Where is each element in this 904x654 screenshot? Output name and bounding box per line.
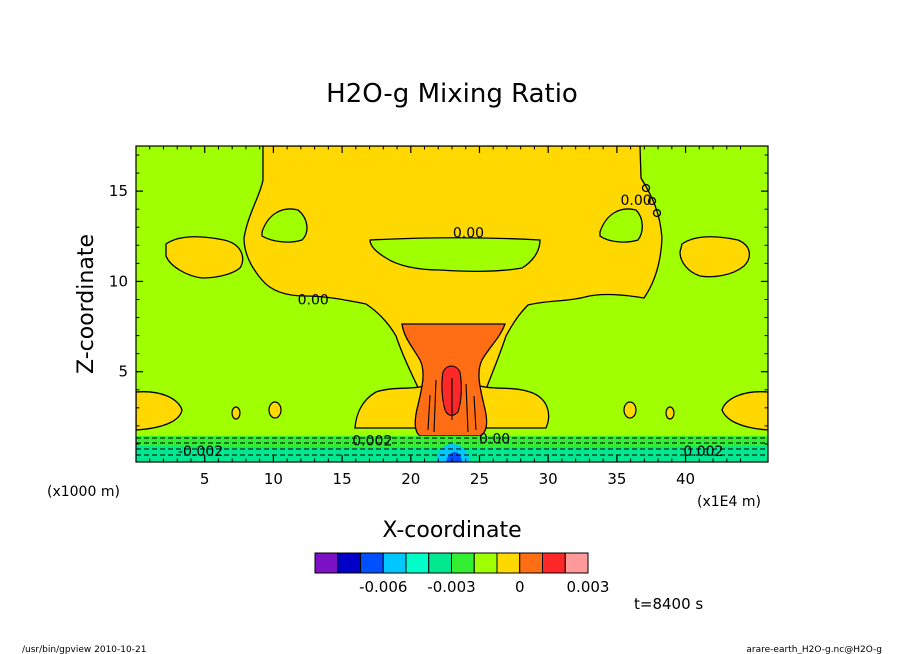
contour-label-2: 0.00: [479, 432, 510, 448]
colorbar-tick-label-2: 0: [515, 578, 525, 596]
contour-label-1: 0.002: [352, 433, 392, 449]
colorbar-tick-label-0: -0.006: [359, 578, 407, 596]
hole-center: [369, 237, 541, 272]
y-axis: 5 10 15: [109, 154, 768, 445]
x-tick-label-5: 30: [539, 470, 558, 488]
y-tick-label-0: 5: [118, 363, 128, 381]
colorbar-swatch-8: [496, 552, 521, 574]
x-tick-label-4: 25: [470, 470, 489, 488]
footer-left: /usr/bin/gpview 2010-10-21: [22, 645, 146, 654]
colorbar-swatch-11: [564, 552, 589, 574]
lower-moist-left: [136, 391, 183, 431]
contour-label-0: -0.002: [178, 444, 223, 460]
contour-labels: -0.002 0.002 0.00 0.002 0.00 0.00 0.00: [178, 193, 723, 460]
small-cell-2: [647, 196, 657, 206]
colorbar-tick-label-3: 0.003: [567, 578, 610, 596]
hole-right: [599, 208, 643, 243]
colorbar-swatch-1: [337, 552, 361, 574]
near-surface-green: [136, 436, 768, 448]
moist-cell-c: [623, 401, 637, 419]
colorbar-swatch-9: [519, 552, 543, 574]
colorbar-tick-label-1: -0.003: [427, 578, 475, 596]
colorbar-swatch-3: [382, 552, 407, 574]
contour-label-4: 0.00: [298, 292, 329, 308]
x-axis: 5 10 15 20 25 30 35 40: [149, 146, 742, 488]
colorbar-swatch-6: [451, 552, 475, 574]
colorbar-swatch-2: [360, 552, 384, 574]
time-label: t=8400 s: [634, 595, 703, 613]
x-tick-label-3: 20: [401, 470, 420, 488]
small-cell-1: [641, 183, 651, 193]
y-tick-label-2: 15: [109, 182, 128, 200]
colorbar-swatch-7: [473, 552, 498, 574]
contour-plot: [136, 146, 768, 462]
contour-label-5: 0.00: [453, 226, 484, 242]
x-unit-left: (x1000 m): [47, 484, 120, 500]
right-lobe: [679, 236, 750, 278]
x-tick-label-2: 15: [333, 470, 352, 488]
colorbar-swatch-10: [542, 552, 566, 574]
left-lobe: [165, 236, 244, 279]
moist-cell-d: [665, 406, 675, 420]
hole-left: [261, 208, 308, 243]
y-tick-label-1: 10: [109, 272, 128, 290]
footer-right: arare-earth_H2O-g.nc@H2O-g: [746, 645, 882, 654]
colorbar: -0.006 -0.003 0 0.003: [314, 552, 610, 596]
x-tick-label-7: 40: [676, 470, 695, 488]
y-axis-label: Z-coordinate: [74, 234, 99, 374]
x-tick-label-1: 10: [264, 470, 283, 488]
colorbar-swatch-4: [405, 552, 430, 574]
contour-label-6: 0.00: [621, 193, 652, 209]
chart-title: H2O-g Mixing Ratio: [326, 79, 578, 109]
colorbar-swatch-5: [428, 552, 452, 574]
near-surface-dashes: [136, 437, 768, 456]
lower-moist-right: [721, 391, 768, 431]
contour-label-3: 0.002: [683, 444, 723, 460]
core-contours: [427, 378, 477, 433]
moist-cell-b: [268, 401, 282, 419]
small-cell-3: [652, 208, 662, 218]
x-tick-label-6: 35: [607, 470, 626, 488]
x-unit-right: (x1E4 m): [697, 494, 761, 510]
x-axis-label: X-coordinate: [382, 518, 521, 543]
moist-cell-a: [231, 406, 241, 420]
colorbar-swatch-0: [314, 552, 339, 574]
x-tick-label-0: 5: [200, 470, 210, 488]
